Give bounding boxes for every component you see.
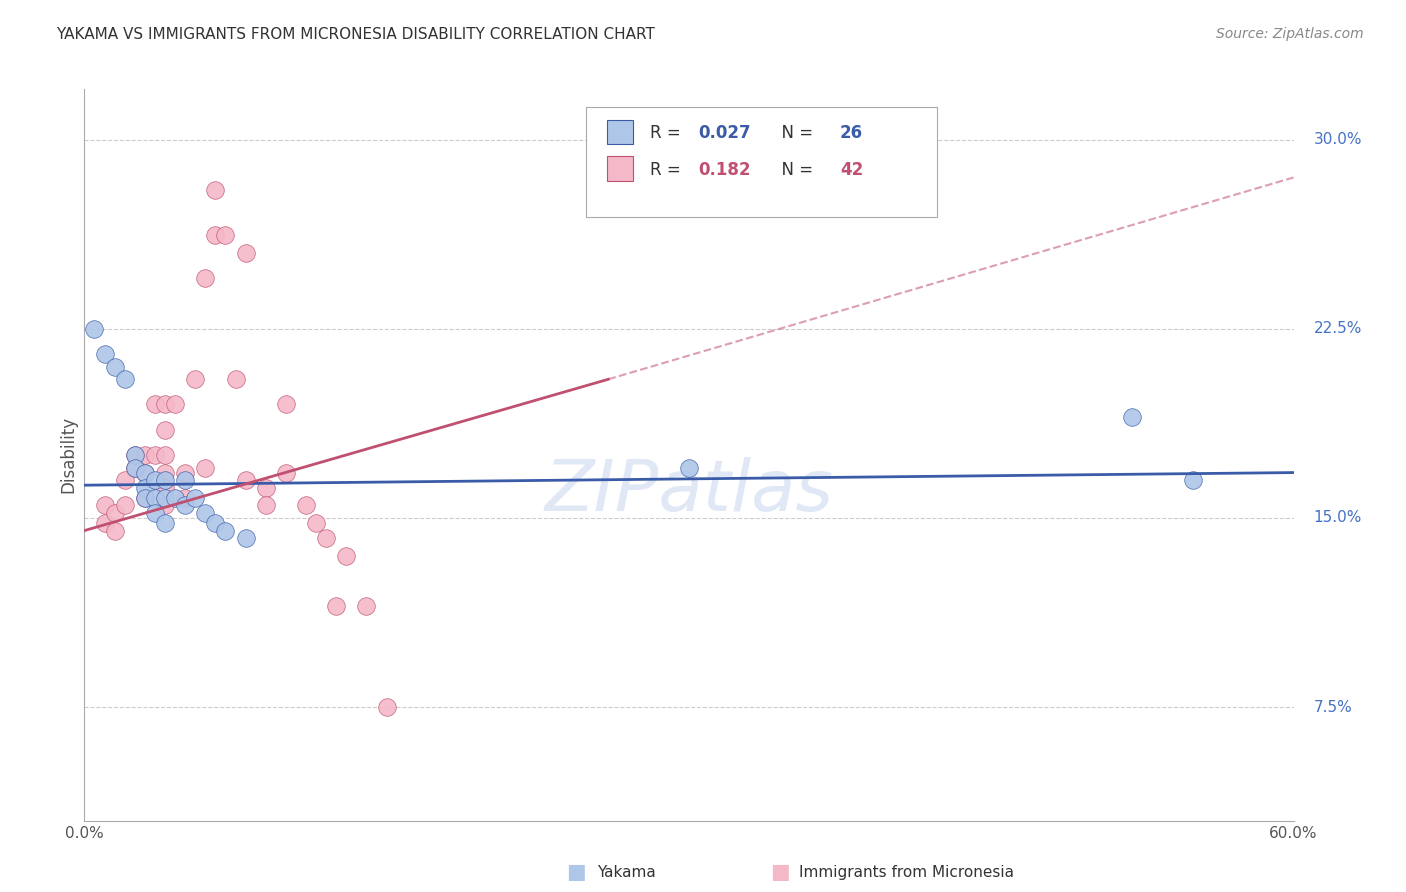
Point [1181, 473, 1204, 487]
FancyBboxPatch shape [586, 108, 936, 218]
Point [153, 516, 176, 530]
Point [235, 531, 257, 545]
Point [153, 397, 176, 411]
Point [153, 448, 176, 462]
Point [114, 473, 136, 487]
Point [143, 397, 166, 411]
Text: YAKAMA VS IMMIGRANTS FROM MICRONESIA DISABILITY CORRELATION CHART: YAKAMA VS IMMIGRANTS FROM MICRONESIA DIS… [56, 27, 655, 42]
Text: 0.182: 0.182 [699, 161, 751, 178]
Point [134, 481, 156, 495]
Point [235, 246, 257, 260]
Point [356, 599, 378, 614]
Text: 42: 42 [841, 161, 863, 178]
Text: R =: R = [650, 161, 686, 178]
Point [325, 599, 347, 614]
Bar [607, 156, 633, 180]
Point [174, 499, 197, 513]
Point [305, 516, 328, 530]
Point [184, 491, 207, 505]
Point [225, 372, 247, 386]
Point [134, 448, 156, 462]
Point [143, 506, 166, 520]
Point [104, 359, 127, 374]
Point [204, 516, 226, 530]
Point [104, 506, 127, 520]
Point [114, 499, 136, 513]
Bar [607, 120, 633, 145]
Point [124, 448, 146, 462]
Text: ZIPatlas: ZIPatlas [544, 457, 834, 526]
Point [153, 499, 176, 513]
Point [143, 491, 166, 505]
Point [254, 499, 277, 513]
Text: 7.5%: 7.5% [1313, 699, 1353, 714]
Point [153, 481, 176, 495]
Point [214, 524, 236, 538]
Point [93, 499, 115, 513]
Point [93, 516, 115, 530]
Point [153, 466, 176, 480]
Point [143, 473, 166, 487]
Text: 15.0%: 15.0% [1313, 510, 1362, 525]
Point [124, 460, 146, 475]
Point [274, 397, 297, 411]
Point [184, 372, 207, 386]
Point [153, 423, 176, 437]
Text: 22.5%: 22.5% [1313, 321, 1362, 336]
Point [114, 372, 136, 386]
Text: N =: N = [770, 161, 818, 178]
Point [83, 322, 105, 336]
Point [204, 228, 226, 243]
Point [375, 700, 398, 714]
Text: Yakama: Yakama [598, 865, 657, 880]
Point [295, 499, 318, 513]
Point [134, 491, 156, 505]
Text: 0.027: 0.027 [699, 124, 751, 142]
Point [153, 473, 176, 487]
Point [104, 524, 127, 538]
Point [174, 473, 197, 487]
Text: Source: ZipAtlas.com: Source: ZipAtlas.com [1216, 27, 1364, 41]
Point [194, 460, 217, 475]
Point [174, 466, 197, 480]
Point [678, 460, 700, 475]
Y-axis label: Disability: Disability [59, 417, 77, 493]
Point [315, 531, 337, 545]
Point [274, 466, 297, 480]
Point [165, 491, 187, 505]
Point [214, 228, 236, 243]
Text: R =: R = [650, 124, 686, 142]
Point [124, 448, 146, 462]
Point [194, 506, 217, 520]
Point [153, 491, 176, 505]
Point [143, 448, 166, 462]
Text: N =: N = [770, 124, 818, 142]
Point [254, 481, 277, 495]
Text: ■: ■ [567, 863, 586, 882]
Text: 30.0%: 30.0% [1313, 132, 1362, 147]
Text: ■: ■ [770, 863, 790, 882]
Point [194, 271, 217, 285]
Point [335, 549, 357, 563]
Text: Immigrants from Micronesia: Immigrants from Micronesia [799, 865, 1014, 880]
Point [124, 460, 146, 475]
Point [1121, 410, 1143, 425]
Point [235, 473, 257, 487]
Point [174, 491, 197, 505]
Point [165, 397, 187, 411]
Point [134, 466, 156, 480]
Point [134, 466, 156, 480]
Text: 26: 26 [841, 124, 863, 142]
Point [134, 491, 156, 505]
Point [204, 183, 226, 197]
Point [93, 347, 115, 361]
